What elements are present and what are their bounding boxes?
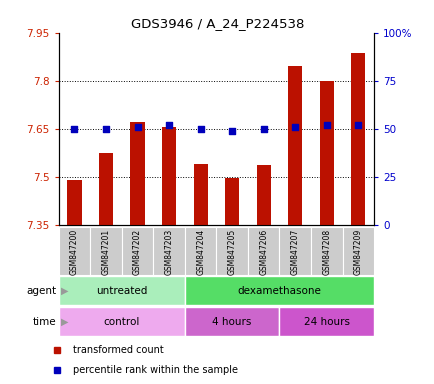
Text: GSM847207: GSM847207 xyxy=(290,229,299,275)
Bar xyxy=(59,227,90,275)
Bar xyxy=(319,81,333,225)
Bar xyxy=(161,127,176,225)
Point xyxy=(165,122,172,128)
Bar xyxy=(184,276,373,305)
Bar xyxy=(59,307,184,336)
Bar xyxy=(287,66,302,225)
Bar xyxy=(224,178,239,225)
Bar xyxy=(130,122,145,225)
Text: GSM847206: GSM847206 xyxy=(259,229,268,275)
Bar xyxy=(193,164,207,225)
Point xyxy=(322,122,329,128)
Bar xyxy=(279,307,373,336)
Text: untreated: untreated xyxy=(96,286,147,296)
Bar xyxy=(59,276,184,305)
Text: GSM847203: GSM847203 xyxy=(164,229,173,275)
Point xyxy=(102,126,109,132)
Bar xyxy=(350,53,365,225)
Bar xyxy=(279,227,310,275)
Bar xyxy=(184,307,279,336)
Text: GSM847209: GSM847209 xyxy=(353,229,362,275)
Point xyxy=(134,124,141,130)
Point xyxy=(260,126,266,132)
Text: GSM847204: GSM847204 xyxy=(196,229,205,275)
Bar xyxy=(99,153,113,225)
Point xyxy=(291,124,298,130)
Text: control: control xyxy=(103,316,140,327)
Point xyxy=(228,127,235,134)
Bar xyxy=(256,166,270,225)
Text: GSM847208: GSM847208 xyxy=(322,229,331,275)
Text: GSM847201: GSM847201 xyxy=(101,229,110,275)
Bar xyxy=(216,227,247,275)
Text: transformed count: transformed count xyxy=(72,345,163,355)
Point xyxy=(197,126,204,132)
Bar xyxy=(90,227,122,275)
Text: GSM847202: GSM847202 xyxy=(133,229,142,275)
Text: GSM847205: GSM847205 xyxy=(227,229,236,275)
Bar xyxy=(342,227,373,275)
Bar xyxy=(153,227,184,275)
Point xyxy=(71,126,78,132)
Bar xyxy=(67,180,82,225)
Bar xyxy=(310,227,342,275)
Text: dexamethasone: dexamethasone xyxy=(237,286,321,296)
Text: ▶: ▶ xyxy=(61,286,68,296)
Bar xyxy=(247,227,279,275)
Text: ▶: ▶ xyxy=(61,316,68,327)
Bar xyxy=(122,227,153,275)
Text: GDS3946 / A_24_P224538: GDS3946 / A_24_P224538 xyxy=(131,17,303,30)
Point xyxy=(354,122,361,128)
Bar xyxy=(184,227,216,275)
Text: 4 hours: 4 hours xyxy=(212,316,251,327)
Text: GSM847200: GSM847200 xyxy=(70,229,79,275)
Text: time: time xyxy=(33,316,56,327)
Text: percentile rank within the sample: percentile rank within the sample xyxy=(72,365,237,375)
Text: agent: agent xyxy=(26,286,56,296)
Text: 24 hours: 24 hours xyxy=(303,316,349,327)
